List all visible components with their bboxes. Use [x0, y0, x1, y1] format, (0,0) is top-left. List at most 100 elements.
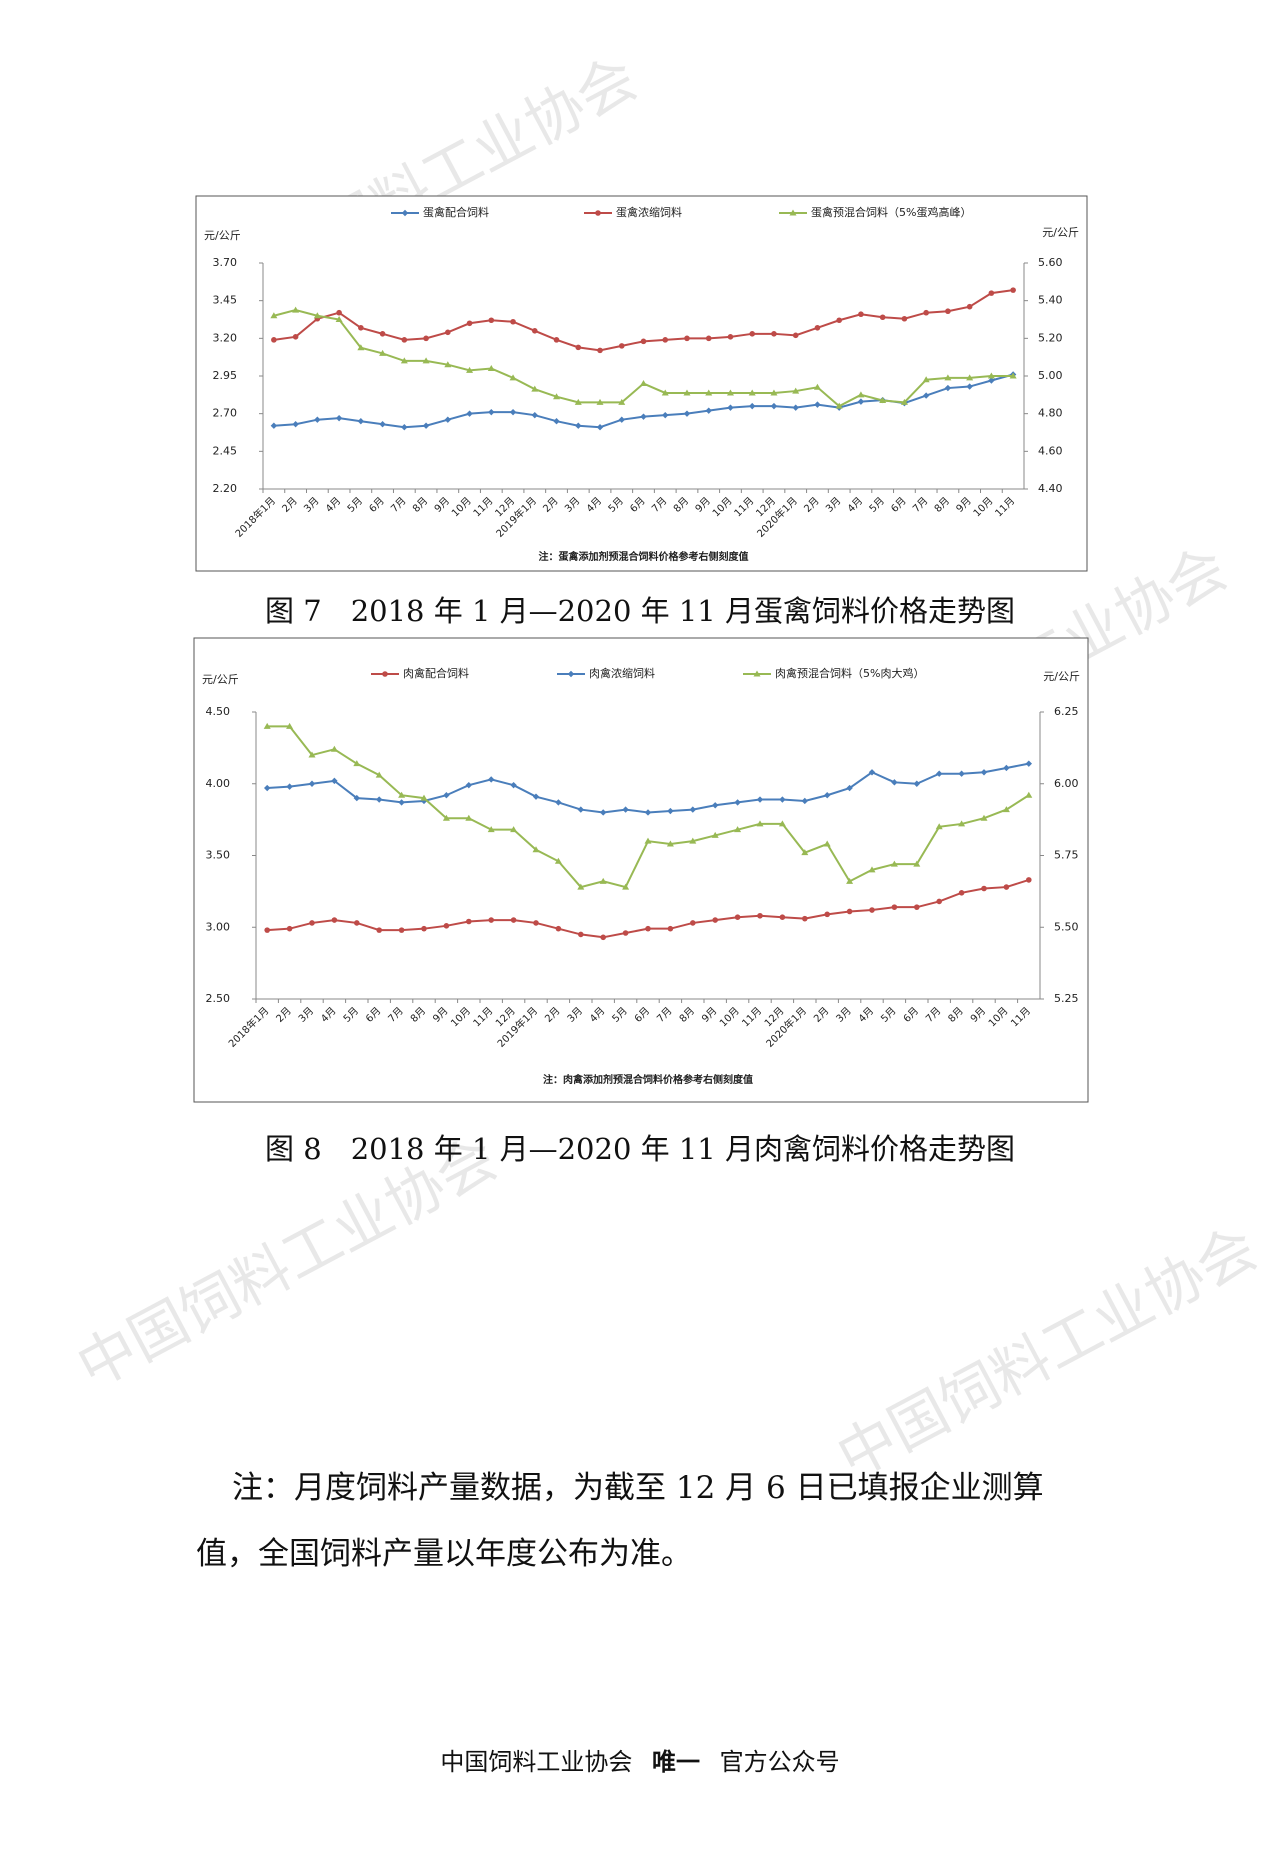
point [313, 312, 321, 319]
point [286, 925, 293, 932]
point [922, 392, 930, 399]
point [891, 904, 898, 910]
point [354, 920, 360, 926]
point [868, 769, 876, 776]
point [465, 781, 472, 789]
legend-label: 蛋禽浓缩饲料 [616, 205, 682, 219]
series [270, 306, 1017, 409]
point [331, 777, 338, 785]
point [753, 670, 761, 677]
point [857, 391, 865, 398]
point [263, 722, 271, 729]
point [778, 820, 786, 827]
chart-note: 注：肉禽添加剂预混合饲料价格参考右侧刻度值 [543, 1073, 753, 1086]
point [375, 771, 383, 778]
point [914, 904, 920, 910]
chart-frame [193, 637, 1089, 1103]
point [271, 337, 277, 343]
y-tick-label: 2.20 [213, 482, 238, 495]
point [400, 357, 408, 364]
point [944, 374, 952, 381]
point [846, 784, 853, 792]
legend-label: 蛋禽预混合饲料（5%蛋鸡高峰） [811, 205, 971, 219]
point [292, 334, 299, 340]
point [667, 807, 674, 815]
point [270, 312, 278, 319]
point [401, 337, 408, 343]
point [900, 398, 908, 405]
point [575, 422, 582, 429]
charts: 2.20 2.45 2.70 2.95 3.20 3.45 3.70 4.40 4.60 4.80… [193, 195, 1089, 1103]
point [813, 383, 821, 390]
point [466, 320, 473, 327]
point [444, 416, 452, 423]
point [597, 347, 603, 354]
point [422, 422, 430, 429]
point [335, 414, 343, 422]
point [792, 404, 799, 411]
point [824, 911, 830, 918]
point [488, 776, 495, 783]
point [596, 424, 604, 431]
point [314, 416, 321, 423]
note: 注：月度饲料产量数据，为截至 12 月 6 日已填报企业测算值，全国饲料产量以年… [196, 1470, 1044, 1572]
point [466, 410, 473, 417]
point [398, 791, 406, 798]
point [1003, 884, 1010, 890]
point [644, 809, 652, 816]
y2-axis-label: 元/公斤 [1042, 226, 1079, 239]
point [802, 915, 808, 922]
point [644, 837, 652, 844]
point [945, 308, 951, 315]
point [901, 315, 908, 322]
point [726, 389, 734, 396]
point [891, 779, 898, 786]
point [600, 934, 606, 941]
chart-note: 注：蛋禽添加剂预混合饲料价格参考右侧刻度值 [539, 550, 749, 563]
point [335, 316, 343, 322]
point [846, 908, 853, 915]
point [531, 328, 538, 334]
point [879, 314, 886, 321]
point [379, 331, 386, 337]
point [357, 418, 365, 425]
point [270, 422, 278, 429]
point [376, 927, 383, 933]
point [690, 920, 696, 926]
caption: 图 7 2018 年 1 月—2020 年 11 月蛋禽饲料价格走势图 [265, 594, 1015, 628]
point [553, 337, 560, 343]
point [618, 398, 626, 405]
point [824, 792, 831, 799]
point [935, 823, 943, 830]
point [599, 877, 607, 884]
point [331, 917, 338, 923]
point [705, 407, 712, 414]
point [422, 357, 430, 364]
point [662, 411, 669, 419]
point [553, 393, 561, 400]
point [689, 806, 696, 813]
point [578, 931, 584, 938]
point [308, 751, 316, 758]
point [684, 335, 690, 342]
series [264, 760, 1032, 816]
point [1026, 877, 1032, 883]
point [1010, 287, 1016, 293]
point [705, 389, 713, 396]
point [353, 760, 361, 767]
point [814, 324, 821, 331]
point [509, 408, 517, 416]
point [292, 306, 300, 313]
point [712, 802, 719, 809]
point [532, 846, 540, 853]
point [923, 309, 929, 316]
point [749, 402, 756, 410]
y2-tick-label: 5.20 [1038, 331, 1063, 344]
point [264, 927, 271, 933]
point [286, 722, 294, 729]
point [358, 324, 364, 331]
point [662, 337, 669, 343]
y2-tick-label: 4.40 [1038, 482, 1063, 495]
y-tick-label: 2.45 [213, 444, 238, 457]
point [966, 383, 973, 390]
